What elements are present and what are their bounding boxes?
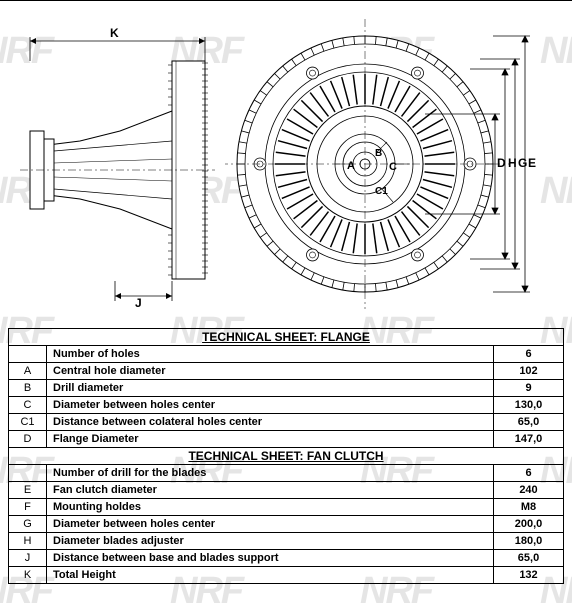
dim-label-j: J [135, 296, 142, 310]
dim-label-d: D [497, 156, 506, 170]
dim-label-k: K [110, 26, 119, 40]
row-code: E [9, 482, 47, 499]
row-value: 132 [494, 567, 564, 584]
row-value: 240 [494, 482, 564, 499]
row-code: B [9, 380, 47, 397]
row-label: Flange Diameter [47, 431, 494, 448]
row-code: C [9, 397, 47, 414]
row-label: Distance between colateral holes center [47, 414, 494, 431]
row-label: Distance between base and blades support [47, 550, 494, 567]
row-value: 130,0 [494, 397, 564, 414]
row-value: 200,0 [494, 516, 564, 533]
table-row: GDiameter between holes center200,0 [9, 516, 564, 533]
row-code: D [9, 431, 47, 448]
row-code: A [9, 363, 47, 380]
row-label: Fan clutch diameter [47, 482, 494, 499]
row-code: C1 [9, 414, 47, 431]
row-label: Mounting holdes [47, 499, 494, 516]
row-label: Diameter blades adjuster [47, 533, 494, 550]
row-code: J [9, 550, 47, 567]
row-label: Total Height [47, 567, 494, 584]
row-code: K [9, 567, 47, 584]
table-row: HDiameter blades adjuster180,0 [9, 533, 564, 550]
row-label: Diameter between holes center [47, 516, 494, 533]
table-row: BDrill diameter9 [9, 380, 564, 397]
row-value: 102 [494, 363, 564, 380]
row-code: G [9, 516, 47, 533]
front-view-drawing: A B C C1 [225, 19, 535, 319]
row-code: F [9, 499, 47, 516]
row-label: Drill diameter [47, 380, 494, 397]
svg-text:C1: C1 [375, 186, 388, 197]
table-row: CDiameter between holes center130,0 [9, 397, 564, 414]
table-row: Number of holes6 [9, 346, 564, 363]
dim-label-h: H [508, 156, 517, 170]
flange-table: TECHNICAL SHEET: FLANGE Number of holes6… [8, 328, 564, 448]
svg-text:C: C [389, 161, 397, 173]
row-value: 147,0 [494, 431, 564, 448]
row-label: Number of drill for the blades [47, 465, 494, 482]
row-label: Diameter between holes center [47, 397, 494, 414]
fan-clutch-table: TECHNICAL SHEET: FAN CLUTCH Number of dr… [8, 448, 564, 584]
row-code: H [9, 533, 47, 550]
dim-label-e: E [528, 156, 536, 170]
row-code [9, 346, 47, 363]
row-value: M8 [494, 499, 564, 516]
row-value: 180,0 [494, 533, 564, 550]
row-label: Number of holes [47, 346, 494, 363]
row-code [9, 465, 47, 482]
spec-tables: TECHNICAL SHEET: FLANGE Number of holes6… [0, 328, 572, 584]
row-label: Central hole diameter [47, 363, 494, 380]
technical-drawing: A B C C1 [0, 0, 572, 320]
side-view-drawing [20, 31, 220, 311]
table-row: DFlange Diameter147,0 [9, 431, 564, 448]
table-row: ACentral hole diameter102 [9, 363, 564, 380]
table-row: FMounting holdesM8 [9, 499, 564, 516]
row-value: 65,0 [494, 414, 564, 431]
row-value: 6 [494, 465, 564, 482]
table-row: C1Distance between colateral holes cente… [9, 414, 564, 431]
table-row: JDistance between base and blades suppor… [9, 550, 564, 567]
flange-title: TECHNICAL SHEET: FLANGE [9, 329, 564, 346]
dim-label-g: G [518, 156, 527, 170]
svg-text:A: A [347, 160, 355, 172]
svg-text:B: B [375, 148, 382, 159]
fan-clutch-title: TECHNICAL SHEET: FAN CLUTCH [9, 448, 564, 465]
table-row: Number of drill for the blades6 [9, 465, 564, 482]
table-row: KTotal Height132 [9, 567, 564, 584]
table-row: EFan clutch diameter240 [9, 482, 564, 499]
row-value: 65,0 [494, 550, 564, 567]
row-value: 6 [494, 346, 564, 363]
row-value: 9 [494, 380, 564, 397]
